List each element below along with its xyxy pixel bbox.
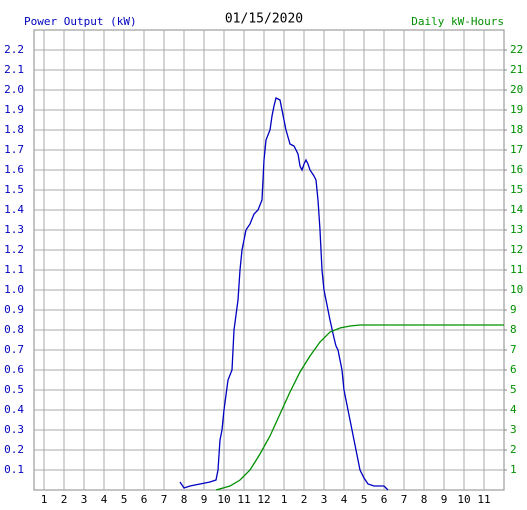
x-tick-label: 4 <box>341 493 348 506</box>
x-tick-label: 12 <box>257 493 270 506</box>
y-tick-label: 1.0 <box>4 283 24 296</box>
y-tick-label: 1.6 <box>4 163 24 176</box>
y-tick-label: 2.0 <box>4 83 24 96</box>
y-tick-label: 1.2 <box>4 243 24 256</box>
y-tick-label: 1.9 <box>4 103 24 116</box>
y2-tick-label: 16 <box>510 163 523 176</box>
y2-tick-label: 6 <box>510 363 517 376</box>
x-tick-label: 11 <box>477 493 490 506</box>
chart-title: 01/15/2020 <box>225 12 303 27</box>
y2-tick-label: 8 <box>510 323 517 336</box>
y2-tick-label: 21 <box>510 63 523 76</box>
x-tick-label: 9 <box>201 493 208 506</box>
y-tick-label: 0.8 <box>4 323 24 336</box>
y2-tick-label: 14 <box>510 203 524 216</box>
y2-tick-label: 7 <box>510 343 517 356</box>
y-tick-label: 1.7 <box>4 143 24 156</box>
x-tick-label: 2 <box>301 493 308 506</box>
y2-tick-label: 12 <box>510 243 523 256</box>
y2-tick-label: 13 <box>510 223 523 236</box>
x-tick-label: 1 <box>281 493 288 506</box>
y2-tick-label: 18 <box>510 123 523 136</box>
x-tick-label: 3 <box>81 493 88 506</box>
plot-frame <box>33 29 505 491</box>
x-tick-label: 10 <box>217 493 230 506</box>
y2-tick-label: 17 <box>510 143 523 156</box>
y-tick-label: 1.5 <box>4 183 24 196</box>
x-tick-label: 4 <box>101 493 108 506</box>
y2-tick-label: 5 <box>510 383 517 396</box>
x-tick-label: 1 <box>41 493 48 506</box>
x-tick-label: 5 <box>361 493 368 506</box>
y2-tick-label: 2 <box>510 443 517 456</box>
x-tick-label: 9 <box>441 493 448 506</box>
x-tick-label: 6 <box>141 493 148 506</box>
y-tick-label: 0.3 <box>4 423 24 436</box>
series-line <box>179 97 389 491</box>
x-tick-label: 7 <box>161 493 168 506</box>
y2-tick-label: 15 <box>510 183 523 196</box>
y-tick-label: 0.4 <box>4 403 24 416</box>
series-line <box>215 324 504 491</box>
y-axis-label: Power Output (kW) <box>24 15 137 28</box>
y2-tick-label: 20 <box>510 83 523 96</box>
x-tick-label: 6 <box>381 493 388 506</box>
y-tick-label: 1.1 <box>4 263 24 276</box>
y-tick-label: 1.8 <box>4 123 24 136</box>
x-tick-label: 2 <box>61 493 68 506</box>
y-tick-label: 0.9 <box>4 303 24 316</box>
y2-tick-label: 4 <box>510 403 517 416</box>
x-tick-label: 3 <box>321 493 328 506</box>
y-tick-label: 0.7 <box>4 343 24 356</box>
y-tick-label: 2.1 <box>4 63 24 76</box>
y2-axis-label: Daily kW-Hours <box>411 15 504 28</box>
y2-tick-label: 19 <box>510 103 523 116</box>
y2-tick-label: 11 <box>510 263 523 276</box>
y-tick-label: 0.1 <box>4 463 24 476</box>
x-tick-label: 7 <box>401 493 408 506</box>
y-tick-label: 1.3 <box>4 223 24 236</box>
x-tick-label: 8 <box>421 493 428 506</box>
y-tick-label: 2.2 <box>4 43 24 56</box>
x-tick-label: 10 <box>457 493 470 506</box>
y-tick-label: 0.6 <box>4 363 24 376</box>
x-tick-label: 11 <box>237 493 250 506</box>
y2-tick-label: 22 <box>510 43 523 56</box>
x-tick-label: 5 <box>121 493 128 506</box>
y2-tick-label: 10 <box>510 283 523 296</box>
y2-tick-label: 9 <box>510 303 517 316</box>
y2-tick-label: 1 <box>510 463 517 476</box>
y2-tick-label: 3 <box>510 423 517 436</box>
y-tick-label: 0.2 <box>4 443 24 456</box>
y-tick-label: 0.5 <box>4 383 24 396</box>
y-tick-label: 1.4 <box>4 203 24 216</box>
x-tick-label: 8 <box>181 493 188 506</box>
